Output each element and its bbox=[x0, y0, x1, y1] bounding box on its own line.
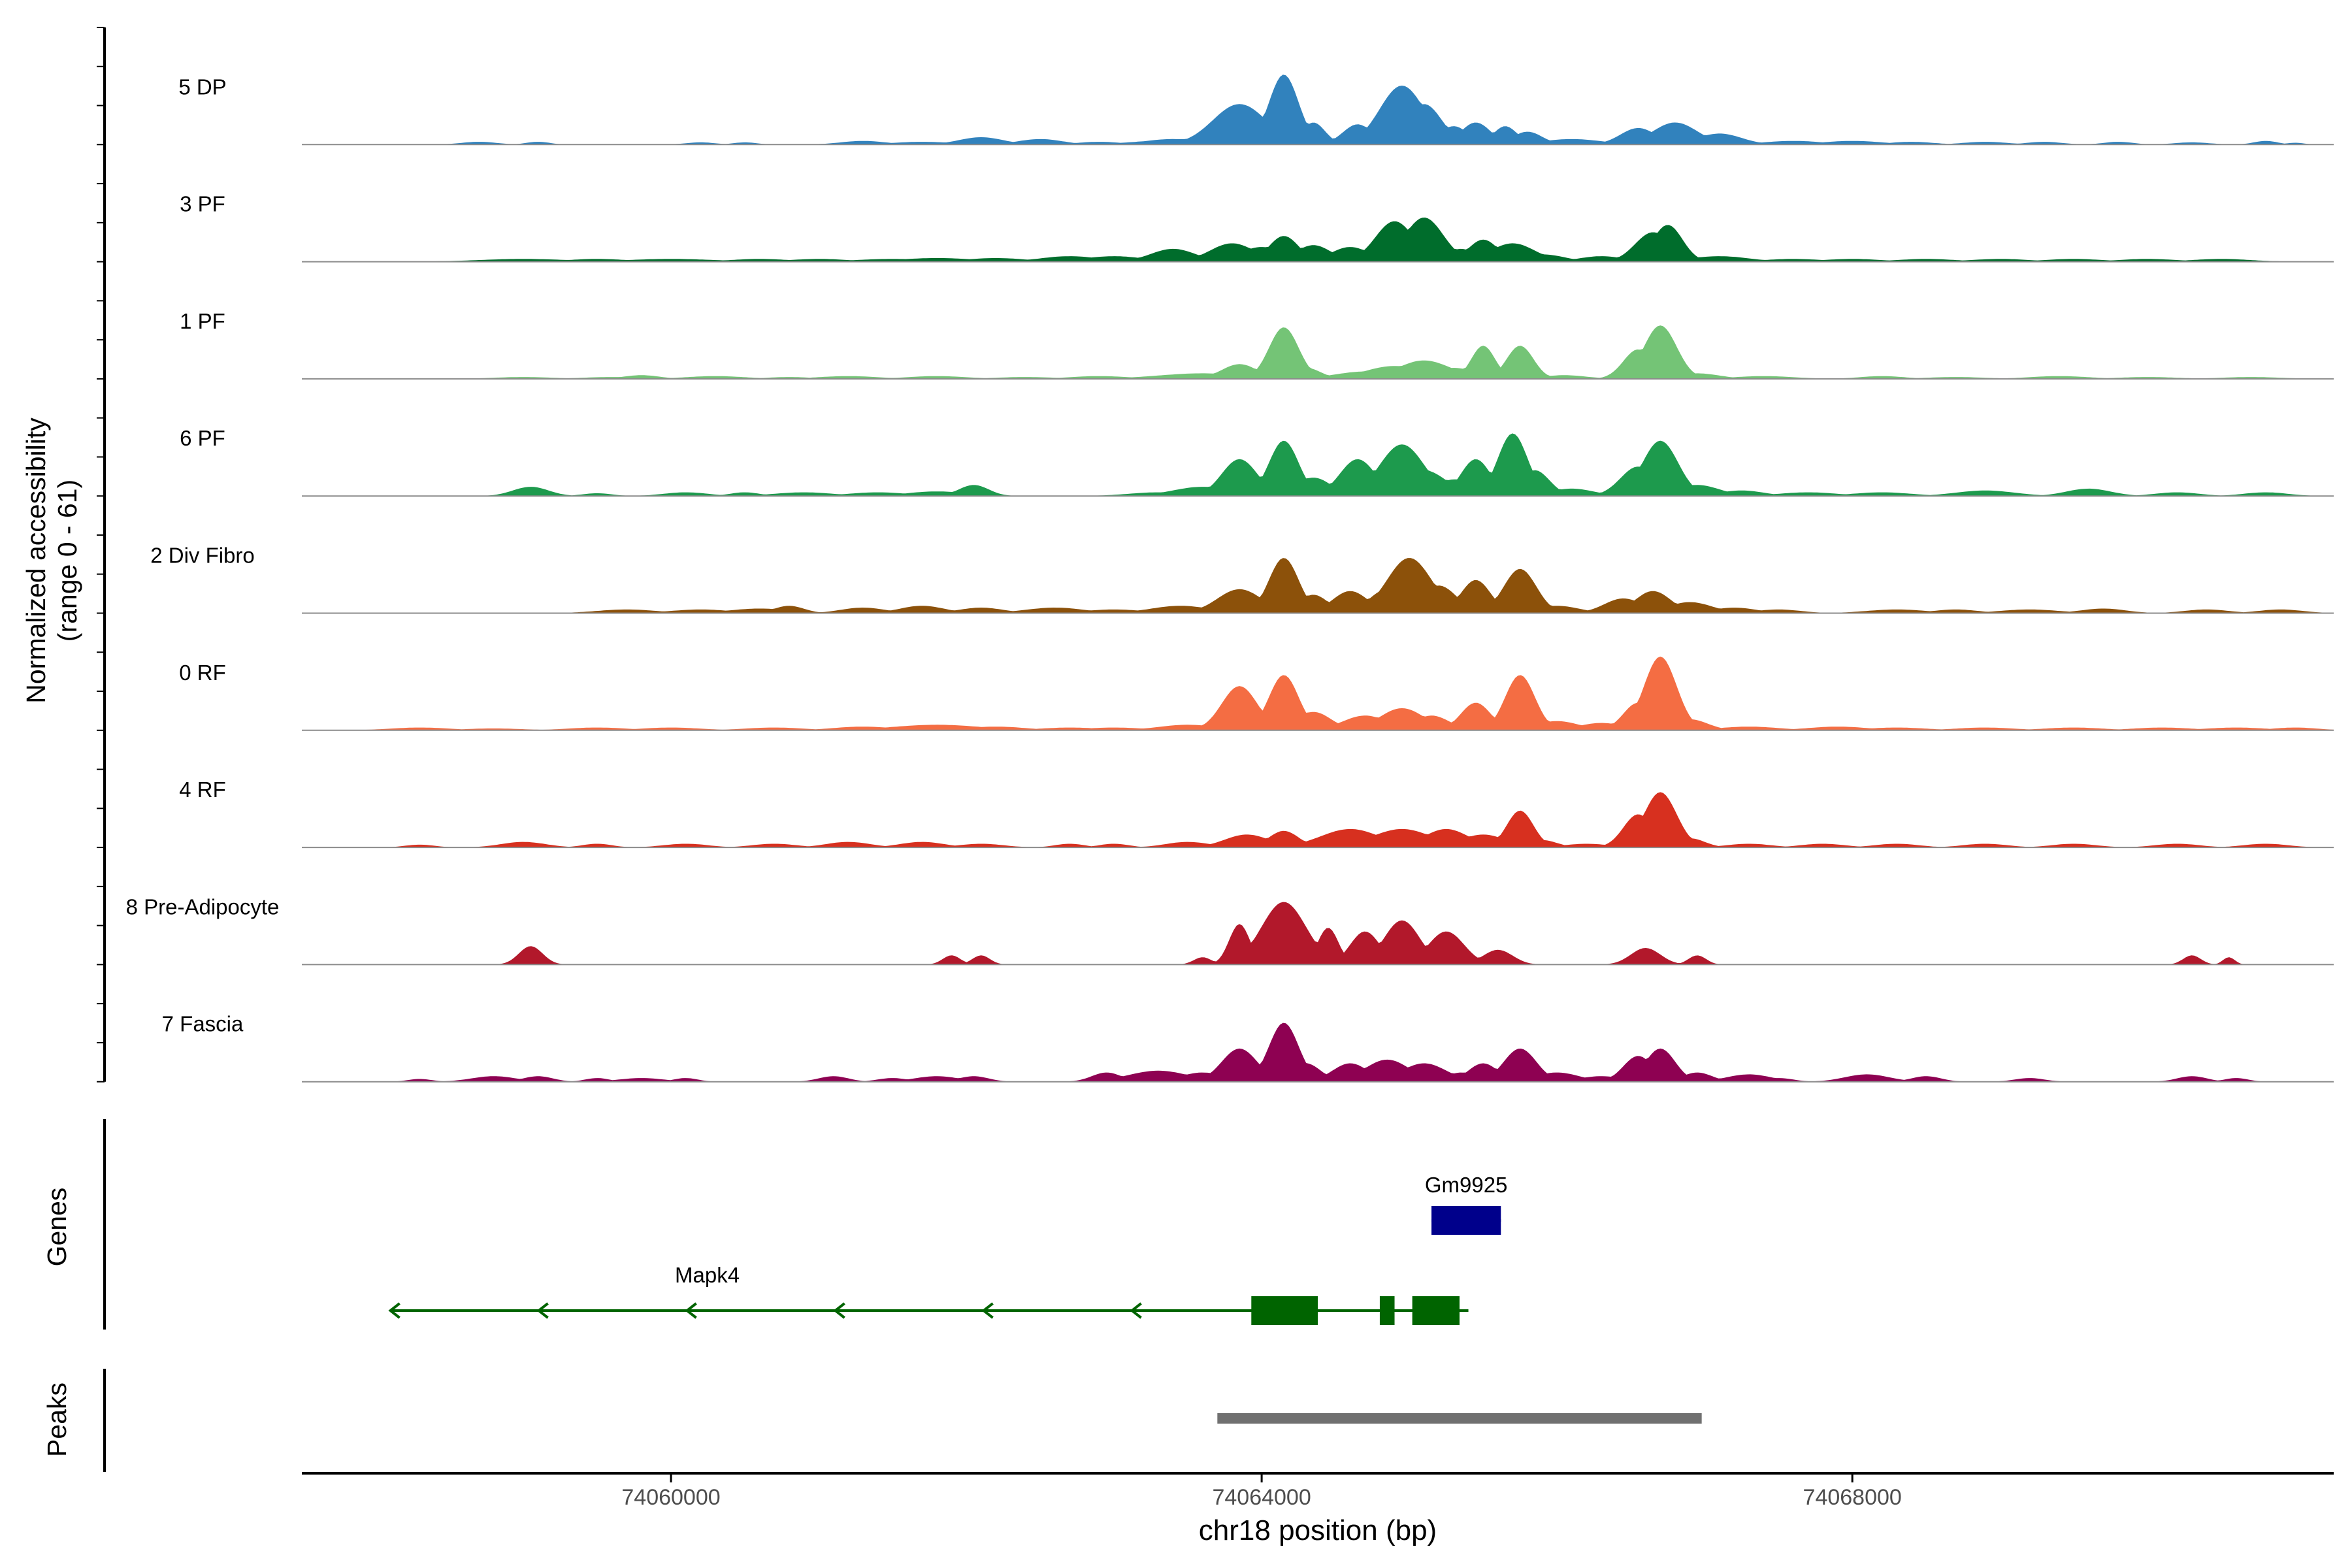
track-label: 6 PF bbox=[180, 426, 225, 450]
coverage-area bbox=[302, 558, 2334, 613]
strand-arrow bbox=[1130, 1302, 1142, 1319]
strand-arrow bbox=[388, 1302, 400, 1319]
x-tick-label: 74068000 bbox=[1803, 1485, 1902, 1510]
coverage-area bbox=[302, 1022, 2334, 1082]
track-label: 2 Div Fibro bbox=[150, 544, 255, 568]
coverage-area bbox=[302, 657, 2334, 730]
track-label: 0 RF bbox=[179, 661, 226, 685]
genes-panel-label: Genes bbox=[42, 1188, 72, 1267]
peaks-panel-label: Peaks bbox=[42, 1382, 72, 1457]
gene-Gm9925: Gm9925 bbox=[1425, 1173, 1508, 1235]
gene-Mapk4: Mapk4 bbox=[388, 1263, 1469, 1325]
track-7: 4 RF bbox=[179, 777, 2334, 849]
track-5: 2 Div Fibro bbox=[150, 544, 2334, 614]
strand-arrow bbox=[981, 1302, 994, 1319]
track-label: 3 PF bbox=[180, 192, 225, 216]
gene-label: Mapk4 bbox=[675, 1263, 740, 1287]
x-tick-label: 74064000 bbox=[1212, 1485, 1311, 1510]
track-label: 5 DP bbox=[178, 74, 226, 99]
exon bbox=[1412, 1296, 1460, 1325]
coverage-area bbox=[302, 433, 2334, 497]
x-axis-title: chr18 position (bp) bbox=[1199, 1514, 1437, 1546]
strand-arrow bbox=[685, 1302, 697, 1319]
x-tick-label: 74060000 bbox=[621, 1485, 720, 1510]
strand-arrow bbox=[833, 1302, 845, 1319]
x-axis: 74060000 74064000 74068000 bbox=[302, 1472, 2334, 1510]
track-4: 6 PF bbox=[180, 426, 2334, 497]
coverage-area bbox=[302, 325, 2334, 379]
track-9: 7 Fascia bbox=[162, 1012, 2334, 1083]
coverage-y-axis bbox=[97, 27, 106, 1083]
track-3: 1 PF bbox=[180, 309, 2334, 380]
peak-region bbox=[1217, 1413, 1702, 1424]
track-label: 1 PF bbox=[180, 309, 225, 333]
coverage-area bbox=[302, 218, 2334, 262]
y-axis-label-line2: (range 0 - 61) bbox=[52, 480, 82, 642]
track-8: 8 Pre-Adipocyte bbox=[126, 894, 2334, 966]
track-6: 0 RF bbox=[179, 657, 2334, 731]
gene-annotations: Gm9925 Mapk4 bbox=[103, 1119, 1508, 1330]
exon bbox=[1379, 1296, 1395, 1325]
coverage-area bbox=[302, 792, 2334, 848]
strand-arrow bbox=[536, 1302, 549, 1319]
y-axis-label-line1: Normalized accessibility bbox=[21, 417, 51, 704]
exon bbox=[1431, 1206, 1501, 1235]
peak-annotations bbox=[103, 1369, 1702, 1472]
track-label: 7 Fascia bbox=[162, 1012, 244, 1036]
coverage-area bbox=[302, 74, 2334, 145]
gene-label: Gm9925 bbox=[1425, 1173, 1508, 1197]
track-label: 4 RF bbox=[179, 777, 226, 802]
coverage-area bbox=[302, 902, 2334, 965]
coverage-tracks: 5 DP 3 PF 1 PF 6 PF 2 Div Fibro 0 RF 4 RF 8 Pre… bbox=[97, 27, 2334, 1083]
track-1: 5 DP bbox=[178, 74, 2334, 146]
track-label: 8 Pre-Adipocyte bbox=[126, 894, 280, 919]
track-2: 3 PF bbox=[180, 192, 2334, 263]
exon bbox=[1251, 1296, 1318, 1325]
